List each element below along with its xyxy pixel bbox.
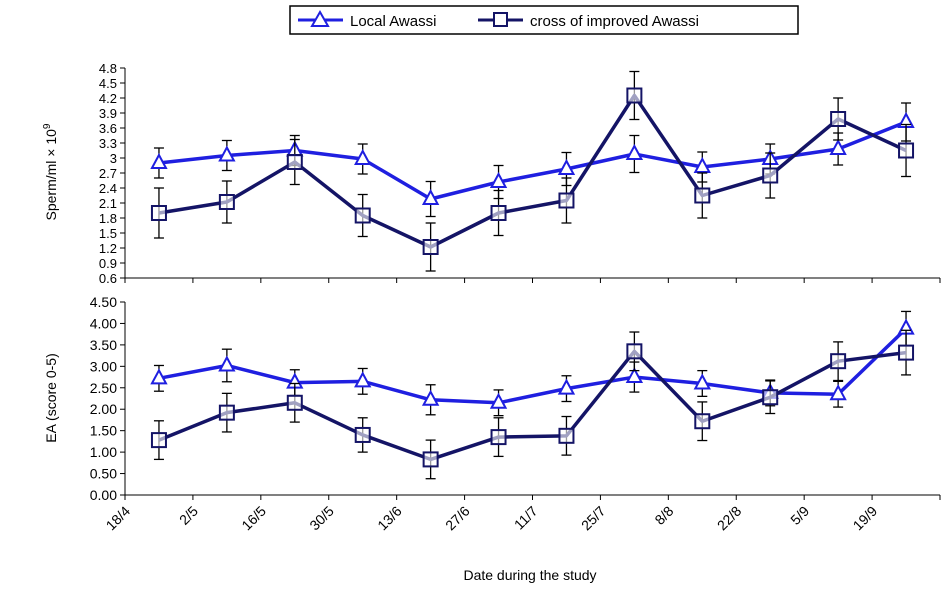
sperm-y-tick-label: 2.7 bbox=[99, 166, 117, 181]
ea-point-local bbox=[693, 373, 711, 390]
sperm-point-local bbox=[557, 158, 576, 175]
x-tick-label: 13/6 bbox=[374, 503, 405, 534]
sperm-chart-panel: 0.60.91.21.51.82.12.42.733.33.63.94.24.5… bbox=[99, 61, 941, 286]
sperm-point-local bbox=[218, 145, 236, 162]
ea-point-local bbox=[625, 366, 644, 384]
x-tick-label: 16/5 bbox=[238, 503, 269, 534]
sperm-y-tick-label: 0.6 bbox=[99, 271, 117, 286]
x-axis-tick-labels: 18/4 2/5 16/5 30/5 13/6 27/6 11/7 25/7 8/8 22/8 5/… bbox=[103, 503, 881, 534]
sperm-y-axis-title: Sperm/ml × 109 bbox=[42, 123, 59, 220]
sperm-y-tick-label: 2.4 bbox=[99, 181, 117, 196]
sperm-point-cross bbox=[898, 142, 915, 159]
sperm-y-tick-label: 0.9 bbox=[99, 256, 117, 271]
sperm-point-cross bbox=[558, 192, 575, 209]
ea-point-local bbox=[421, 389, 440, 406]
x-tick-label: 11/7 bbox=[511, 503, 541, 533]
ea-point-local bbox=[150, 368, 168, 385]
sperm-point-cross bbox=[694, 187, 711, 204]
legend: Local Awassi cross of improved Awassi bbox=[289, 5, 799, 35]
sperm-y-tick-label: 2.1 bbox=[99, 196, 117, 211]
sperm-y-tick-label: 3.9 bbox=[99, 106, 117, 121]
x-tick-label: 8/8 bbox=[651, 503, 676, 528]
sperm-y-tick-label: 3.3 bbox=[99, 136, 117, 151]
ea-y-tick-label: 3.50 bbox=[90, 337, 117, 353]
sperm-point-cross bbox=[286, 154, 303, 170]
ea-point-cross bbox=[286, 394, 303, 411]
sperm-point-local bbox=[625, 143, 644, 160]
sperm-series-line-local bbox=[158, 120, 907, 201]
ea-y-tick-label: 2.00 bbox=[90, 401, 117, 417]
legend-square-marker bbox=[493, 12, 508, 27]
x-tick-label: 19/9 bbox=[850, 503, 881, 534]
x-tick-label: 18/4 bbox=[103, 503, 134, 534]
sperm-point-cross bbox=[150, 205, 167, 221]
x-tick-label: 27/6 bbox=[442, 503, 473, 534]
ea-point-cross bbox=[150, 432, 167, 449]
x-tick-label: 5/9 bbox=[787, 503, 812, 528]
ea-series-line-cross bbox=[158, 349, 907, 462]
ea-point-cross bbox=[422, 451, 439, 468]
sperm-point-cross bbox=[490, 205, 507, 221]
sperm-y-tick-label: 4.5 bbox=[99, 76, 117, 91]
ea-y-tick-label: 1.50 bbox=[90, 423, 117, 439]
ea-point-cross bbox=[354, 426, 371, 443]
ea-point-local bbox=[218, 355, 236, 372]
sperm-point-local bbox=[354, 148, 372, 165]
sperm-point-cross bbox=[626, 87, 643, 104]
sperm-y-tick-label: 1.2 bbox=[99, 241, 117, 256]
ea-point-cross bbox=[898, 344, 915, 361]
sperm-y-tick-label: 3.6 bbox=[99, 121, 117, 136]
sperm-point-local bbox=[489, 171, 508, 188]
legend-label-cross: cross of improved Awassi bbox=[530, 13, 699, 30]
x-axis-title: Date during the study bbox=[463, 567, 596, 583]
x-tick-label: 22/8 bbox=[714, 503, 745, 534]
sperm-point-cross bbox=[218, 194, 235, 210]
ea-point-cross bbox=[626, 343, 643, 360]
ea-point-local bbox=[557, 378, 576, 395]
sperm-y-tick-label: 4.2 bbox=[99, 91, 117, 106]
x-tick-label: 2/5 bbox=[176, 503, 201, 528]
ea-y-tick-label: 4.50 bbox=[90, 294, 117, 310]
ea-y-tick-label: 0.00 bbox=[90, 487, 117, 503]
sperm-series-line-cross bbox=[158, 93, 907, 249]
ea-point-cross bbox=[762, 389, 779, 406]
sperm-point-cross bbox=[830, 111, 847, 127]
sperm-point-local bbox=[150, 152, 168, 169]
sperm-point-cross bbox=[354, 207, 371, 224]
ea-point-cross bbox=[218, 404, 235, 421]
ea-y-tick-label: 0.50 bbox=[90, 466, 117, 482]
ea-point-local bbox=[829, 384, 847, 401]
ea-point-cross bbox=[558, 427, 575, 444]
sperm-point-cross bbox=[422, 239, 439, 255]
sperm-y-tick-label: 4.8 bbox=[99, 61, 117, 76]
ea-point-cross bbox=[830, 353, 847, 370]
sperm-point-local bbox=[829, 138, 847, 155]
x-tick-label: 30/5 bbox=[306, 503, 337, 534]
sperm-y-tick-label: 1.8 bbox=[99, 211, 117, 226]
ea-series-line-local bbox=[158, 327, 908, 405]
ea-point-local bbox=[354, 371, 372, 388]
legend-box bbox=[289, 5, 799, 35]
sperm-y-tick-label: 1.5 bbox=[99, 226, 117, 241]
x-tick-label: 25/7 bbox=[578, 503, 609, 534]
ea-point-local bbox=[489, 392, 508, 409]
ea-y-tick-label: 1.00 bbox=[90, 444, 117, 460]
ea-point-cross bbox=[694, 413, 711, 430]
ea-y-tick-label: 3.00 bbox=[90, 358, 117, 374]
sperm-point-local bbox=[421, 188, 440, 205]
legend-triangle-marker bbox=[310, 9, 330, 27]
ea-y-tick-label: 2.50 bbox=[90, 380, 117, 396]
ea-y-tick-label: 4.00 bbox=[90, 315, 117, 331]
ea-y-axis-title: EA (score 0-5) bbox=[43, 353, 59, 442]
sperm-y-tick-label: 3 bbox=[110, 151, 117, 166]
sperm-point-cross bbox=[762, 167, 779, 184]
ea-point-cross bbox=[490, 429, 507, 446]
sperm-point-local bbox=[693, 156, 711, 173]
ea-chart-panel: 0.00 0.50 1.00 1.50 2.00 2.50 3.00 3.50 4.00 4.50 bbox=[90, 294, 941, 503]
legend-label-local: Local Awassi bbox=[350, 13, 436, 30]
